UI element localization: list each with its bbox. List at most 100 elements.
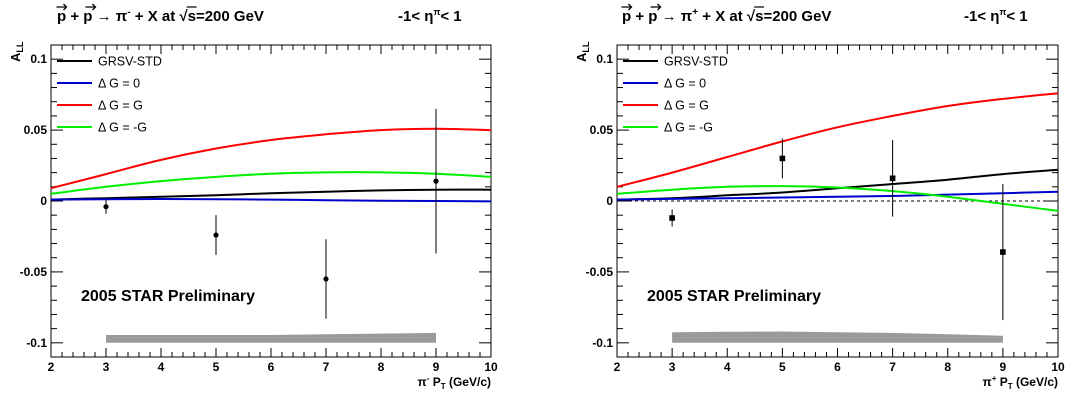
x-label-unit: (GeV/c) [446, 375, 491, 389]
x-label-sub: T [441, 382, 446, 391]
title-sqrt: √ [747, 8, 756, 25]
x-tick-label: 2 [614, 360, 621, 374]
x-tick-label: 7 [323, 360, 330, 374]
x-tick-label: 5 [213, 360, 220, 374]
legend-label: Δ G = G [98, 99, 143, 113]
y-label-sub: LL [15, 41, 25, 52]
y-label-sub: LL [581, 41, 591, 52]
x-tick-label: 9 [1000, 360, 1007, 374]
x-axis-label: π+ PT (GeV/c) [983, 374, 1058, 391]
x-tick-label: 3 [103, 360, 110, 374]
y-label-main: A [8, 52, 23, 62]
y-tick-label: 0.05 [24, 123, 48, 137]
vector-arrow [650, 3, 662, 11]
legend-label: Δ G = 0 [98, 77, 140, 91]
eta-post: < 1 [1006, 8, 1027, 25]
legend-label: Δ G = 0 [664, 77, 706, 91]
series-line [50, 197, 492, 203]
x-tick-label: 3 [669, 360, 676, 374]
x-label-main: π [983, 375, 992, 389]
x-tick-label: 2 [48, 360, 55, 374]
x-axis-label: π- PT (GeV/c) [418, 374, 491, 391]
x-tick-label: 9 [433, 360, 440, 374]
y-tick-label: -0.1 [26, 336, 47, 350]
data-point [1000, 249, 1006, 255]
data-point [103, 204, 109, 210]
x-label-sup: - [427, 374, 430, 383]
y-tick-label: 0 [40, 194, 47, 208]
chart-title: p + p → π- + X at √s=200 GeV [57, 7, 264, 25]
legend-label: GRSV-STD [98, 55, 162, 69]
y-tick-label: -0.1 [592, 336, 613, 350]
vector-arrow [85, 3, 97, 11]
x-label-sub: T [1008, 382, 1013, 391]
eta-range: -1< ηπ< 1 [398, 7, 462, 25]
vector-arrow [621, 3, 633, 11]
x-label-sup: + [992, 374, 997, 383]
eta-pre: -1< η [964, 8, 999, 25]
y-tick-label: 0.05 [590, 123, 614, 137]
eta-pre: -1< η [398, 8, 433, 25]
vector-arrow [56, 3, 68, 11]
data-point [889, 175, 896, 182]
eta-range: -1< ηπ< 1 [964, 7, 1028, 25]
legend-label: Δ G = -G [98, 121, 147, 135]
legend-label: Δ G = -G [664, 121, 713, 135]
series-line [616, 190, 1059, 201]
x-label-mid: P [996, 375, 1007, 389]
title-charge: - [127, 7, 130, 18]
legend-label: Δ G = G [664, 99, 709, 113]
x-tick-label: 8 [944, 360, 951, 374]
y-tick-label: -0.05 [20, 265, 48, 279]
y-axis-label: ALL [574, 41, 591, 62]
x-tick-label: 6 [268, 360, 275, 374]
series-line [50, 188, 492, 201]
title-sqrt: √ [179, 8, 188, 25]
chart-title: p + p → π+ + X at √s=200 GeV [622, 7, 831, 25]
chart-panel-2: 2 3 4 5 6 7 8 9 10 -0.1 -0.05 0 0.05 0.1 GRSV-STD Δ G =… [574, 3, 1065, 391]
data-point [323, 276, 329, 282]
title-reaction: p + p → π [622, 8, 693, 25]
title-mid: + X at [131, 8, 180, 25]
data-point [669, 215, 675, 221]
data-point [433, 178, 439, 184]
data-point [213, 232, 219, 238]
title-reaction: p + p → π [57, 8, 128, 25]
legend-label: GRSV-STD [664, 55, 728, 69]
y-label-main: A [574, 52, 589, 62]
data-point [779, 155, 786, 162]
title-mid: + X at [698, 8, 747, 25]
y-tick-label: 0.1 [30, 52, 47, 66]
y-tick-label: -0.05 [586, 265, 614, 279]
x-tick-label: 4 [724, 360, 731, 374]
x-tick-label: 4 [158, 360, 165, 374]
eta-sup: π [999, 7, 1006, 17]
chart-panel-1: 2 3 4 5 6 7 8 9 10 -0.1 -0.05 0 0.05 0.1 GRSV-STD Δ G =… [8, 3, 498, 391]
series-line [616, 185, 1059, 212]
y-tick-label: 0 [606, 194, 613, 208]
preliminary-label: 2005 STAR Preliminary [81, 288, 255, 305]
title-energy: s=200 GeV [755, 8, 831, 25]
x-tick-label: 7 [889, 360, 896, 374]
x-tick-label: 8 [378, 360, 385, 374]
systematic-uncertainty-band [106, 332, 436, 343]
series-line [50, 171, 492, 195]
x-label-main: π [418, 375, 427, 389]
eta-post: < 1 [440, 8, 461, 25]
y-tick-label: 0.1 [596, 52, 613, 66]
series-line [616, 168, 1059, 201]
x-tick-label: 10 [1051, 360, 1065, 374]
title-charge: + [692, 7, 698, 18]
x-tick-label: 5 [779, 360, 786, 374]
x-tick-label: 6 [834, 360, 841, 374]
systematic-uncertainty-band [672, 331, 1003, 343]
preliminary-label: 2005 STAR Preliminary [647, 288, 821, 305]
y-axis-label: ALL [8, 41, 25, 62]
series-line [50, 127, 492, 190]
x-label-mid: P [429, 375, 440, 389]
x-label-unit: (GeV/c) [1013, 375, 1058, 389]
eta-sup: π [433, 7, 440, 17]
series-line [616, 92, 1059, 188]
x-tick-label: 10 [484, 360, 498, 374]
